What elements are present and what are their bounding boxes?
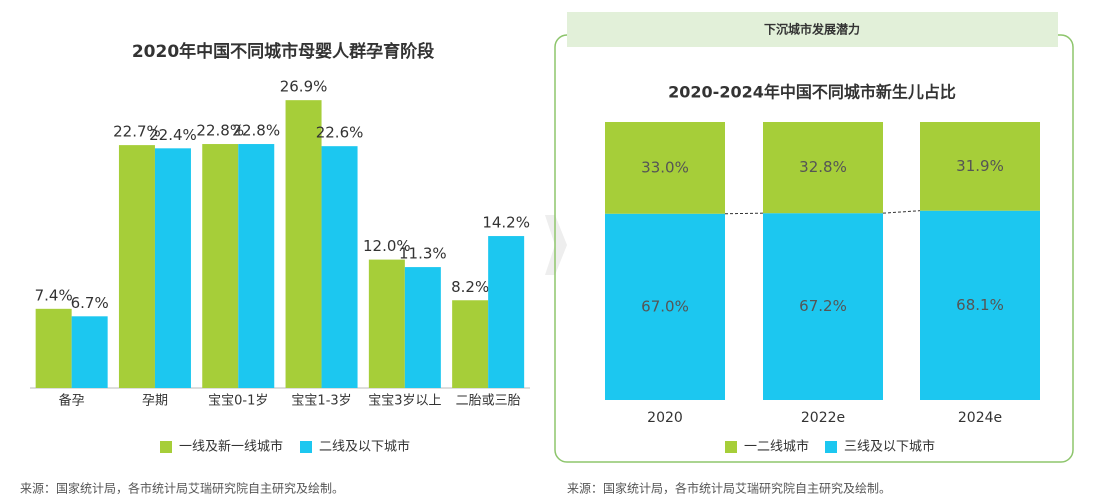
connector <box>882 210 921 214</box>
bar <box>368 259 405 388</box>
bar-segment <box>605 213 725 400</box>
source: 来源：国家统计局，各市统计局艾瑞研究院自主研究及绘制。 <box>567 481 891 496</box>
value-label: 22.8% <box>196 122 244 140</box>
bar <box>238 144 275 388</box>
value-label: 26.9% <box>280 78 328 96</box>
value-label: 22.7% <box>113 123 161 141</box>
value-label: 31.9% <box>956 157 1004 175</box>
x-tick-label: 孕期 <box>142 394 168 409</box>
x-tick-label: 二胎或三胎 <box>456 394 521 409</box>
bar-segment <box>763 122 883 214</box>
bar <box>202 144 239 388</box>
panel-title: 下沉城市发展潜力 <box>764 22 860 37</box>
bar <box>71 316 108 388</box>
legend-swatch <box>300 441 312 453</box>
panel-header <box>567 12 1058 47</box>
value-label: 33.0% <box>641 158 689 176</box>
value-label: 12.0% <box>363 237 411 255</box>
value-label: 22.6% <box>316 124 364 142</box>
x-tick-label: 宝宝0-1岁 <box>208 394 268 409</box>
legend-label: 二线及以下城市 <box>319 439 410 455</box>
legend-label: 三线及以下城市 <box>844 439 935 455</box>
bar <box>452 300 489 388</box>
value-label: 22.4% <box>149 126 197 144</box>
bar-segment <box>920 210 1040 400</box>
value-label: 32.8% <box>799 158 847 176</box>
x-tick-label: 2024e <box>958 410 1002 426</box>
chart-title: 2020年中国不同城市母婴人群孕育阶段 <box>132 41 434 62</box>
value-label: 11.3% <box>399 245 447 263</box>
legend-label: 一二线城市 <box>744 439 809 455</box>
bar <box>488 236 525 388</box>
bar <box>321 146 358 388</box>
bar-segment <box>605 122 725 214</box>
legend-swatch <box>160 441 172 453</box>
value-label: 67.2% <box>799 297 847 315</box>
x-tick-label: 2022e <box>801 410 845 426</box>
x-tick-label: 宝宝1-3岁 <box>291 394 351 409</box>
value-label: 8.2% <box>451 278 489 296</box>
bar <box>285 100 322 389</box>
legend-swatch <box>825 441 837 453</box>
bar-segment <box>763 213 883 400</box>
value-label: 14.2% <box>482 214 530 232</box>
value-label: 7.4% <box>35 286 73 304</box>
chevron <box>545 215 567 275</box>
bar <box>118 145 155 388</box>
chart-title: 2020-2024年中国不同城市新生儿占比 <box>668 83 956 102</box>
bar <box>35 308 72 388</box>
x-tick-label: 备孕 <box>59 393 85 409</box>
x-tick-label: 2020 <box>647 410 683 426</box>
bar-segment <box>920 122 1040 211</box>
connector <box>724 212 764 215</box>
bar <box>404 267 441 388</box>
bar <box>154 148 191 388</box>
value-label: 6.7% <box>71 294 109 312</box>
legend-label: 一线及新一线城市 <box>179 439 283 455</box>
value-label: 67.0% <box>641 297 689 315</box>
x-tick-label: 宝宝3岁以上 <box>368 394 441 409</box>
value-label: 22.8% <box>232 122 280 140</box>
value-label: 68.1% <box>956 296 1004 314</box>
source: 来源：国家统计局，各市统计局艾瑞研究院自主研究及绘制。 <box>20 481 344 496</box>
legend-swatch <box>725 441 737 453</box>
